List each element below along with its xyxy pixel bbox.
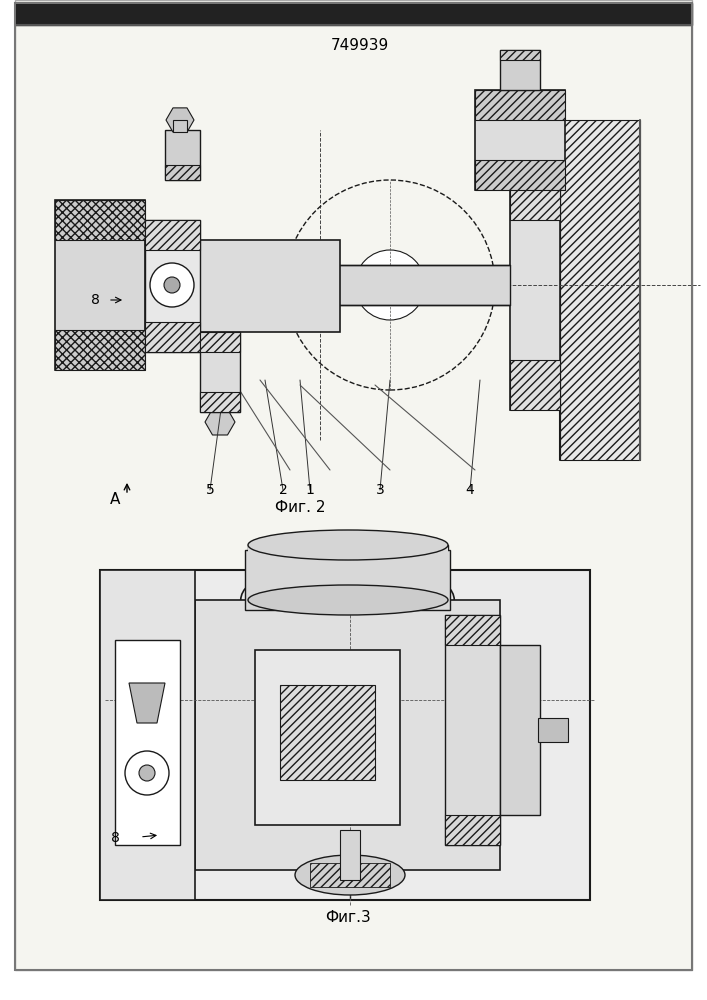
Bar <box>445 815 500 845</box>
Circle shape <box>355 250 425 320</box>
Text: 2: 2 <box>279 483 287 497</box>
Bar <box>255 650 400 825</box>
Bar <box>560 120 640 460</box>
Bar <box>500 50 540 60</box>
Bar <box>200 332 240 412</box>
Bar <box>340 830 360 880</box>
Text: Фиг. 2: Фиг. 2 <box>275 499 325 514</box>
Bar <box>173 120 187 132</box>
Bar <box>155 240 340 332</box>
Circle shape <box>150 263 194 307</box>
Bar <box>475 90 565 120</box>
Text: 1: 1 <box>305 483 315 497</box>
Bar <box>55 200 145 240</box>
Text: 4: 4 <box>466 483 474 497</box>
Bar <box>245 550 450 610</box>
Text: 8: 8 <box>90 293 100 307</box>
Bar <box>145 322 200 352</box>
Polygon shape <box>205 409 235 435</box>
Bar <box>310 863 390 887</box>
Bar <box>445 615 500 845</box>
Polygon shape <box>166 108 194 132</box>
Polygon shape <box>129 683 165 723</box>
Text: Фиг.3: Фиг.3 <box>325 910 371 924</box>
Ellipse shape <box>295 855 405 895</box>
Bar <box>248 545 448 600</box>
Text: 8: 8 <box>111 831 120 845</box>
Text: 3: 3 <box>375 483 385 497</box>
Bar <box>538 718 568 742</box>
Bar <box>510 360 560 410</box>
Bar <box>500 50 540 90</box>
Bar <box>510 170 560 410</box>
Circle shape <box>139 765 155 781</box>
Bar <box>475 160 565 190</box>
Bar <box>115 640 180 845</box>
Ellipse shape <box>248 585 448 615</box>
Bar <box>165 130 200 180</box>
Bar <box>195 600 500 870</box>
Bar <box>445 615 500 645</box>
Text: 5: 5 <box>206 483 214 497</box>
Bar <box>100 570 195 900</box>
Bar <box>15 3 692 25</box>
Bar <box>500 645 540 815</box>
Ellipse shape <box>248 530 448 560</box>
Text: 749939: 749939 <box>331 37 389 52</box>
Bar <box>510 170 560 220</box>
Bar <box>55 330 145 370</box>
Circle shape <box>164 277 180 293</box>
Bar <box>145 220 200 250</box>
Bar <box>330 265 510 305</box>
Bar <box>55 200 145 370</box>
Bar <box>165 165 200 180</box>
Bar <box>280 685 375 780</box>
Bar <box>145 220 200 352</box>
Text: A: A <box>110 492 120 508</box>
Bar <box>200 392 240 412</box>
Bar <box>100 570 590 900</box>
Bar <box>200 332 240 352</box>
Bar <box>475 90 565 190</box>
